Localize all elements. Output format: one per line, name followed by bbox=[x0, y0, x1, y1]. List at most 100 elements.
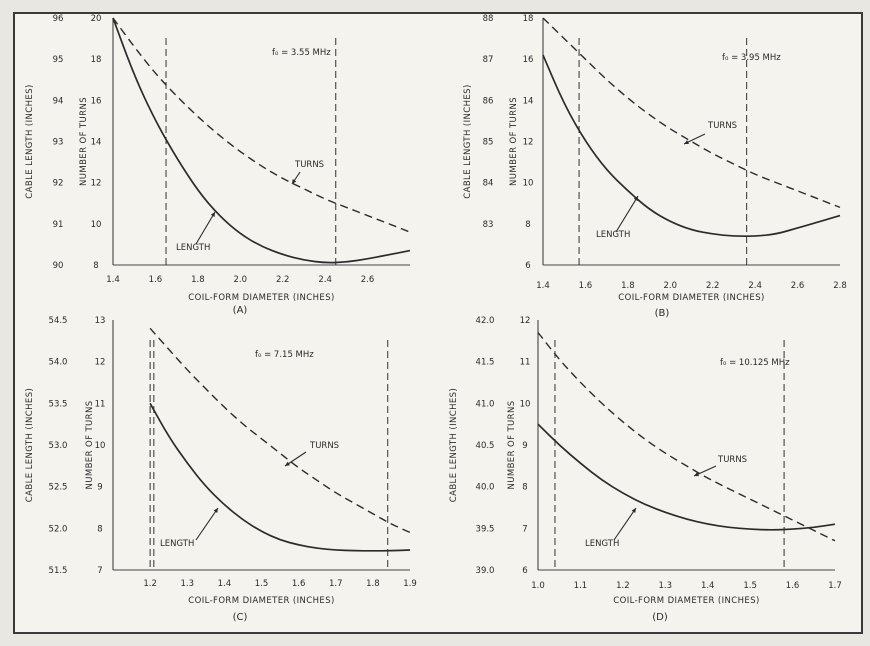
y-left-tick-label: 86 bbox=[483, 96, 494, 106]
x-tick-label: 1.5 bbox=[255, 579, 269, 589]
chart-panel-4: 39.0 39.5 40.0 40.5 41.0 41.5 42.0 6 7 8 9 10 11 12 1.… bbox=[449, 316, 842, 623]
chart-panel-3: 51.5 52.0 52.5 53.0 53.5 54.0 54.5 7 8 9 10 11 12 13 1… bbox=[25, 316, 417, 623]
y-right-tick-label: 11 bbox=[95, 399, 106, 409]
turns-series-line bbox=[112, 17, 411, 233]
y-left-axis-label: CABLE LENGTH (INCHES) bbox=[25, 388, 35, 502]
y-right-tick-label: 10 bbox=[95, 441, 106, 451]
frequency-annotation: f₀ = 3.95 MHz bbox=[722, 53, 781, 63]
y-right-tick-label: 9 bbox=[522, 441, 527, 451]
y-left-tick-label: 40.5 bbox=[476, 441, 495, 451]
y-left-tick-label: 53.5 bbox=[49, 399, 68, 409]
y-right-tick-label: 8 bbox=[525, 220, 530, 230]
y-right-tick-label: 16 bbox=[91, 96, 102, 106]
y-left-tick-label: 85 bbox=[483, 138, 494, 148]
turns-arrowhead bbox=[694, 472, 699, 477]
y-right-tick-label: 13 bbox=[95, 316, 106, 326]
x-tick-label: 1.8 bbox=[621, 281, 635, 291]
length-arrowhead bbox=[633, 196, 638, 201]
y-right-tick-label: 12 bbox=[95, 358, 106, 368]
x-tick-label: 1.7 bbox=[329, 579, 343, 589]
y-right-tick-label: 6 bbox=[525, 261, 530, 271]
y-right-tick-label: 11 bbox=[520, 358, 531, 368]
x-tick-label: 1.4 bbox=[701, 581, 715, 591]
y-left-tick-label: 53.0 bbox=[49, 441, 68, 451]
x-tick-label: 1.9 bbox=[403, 579, 417, 589]
y-left-tick-label: 84 bbox=[483, 179, 494, 189]
x-tick-label: 1.7 bbox=[828, 581, 842, 591]
y-left-axis-label: CABLE LENGTH (INCHES) bbox=[463, 84, 473, 198]
y-left-axis-label: CABLE LENGTH (INCHES) bbox=[25, 84, 35, 198]
y-left-tick-label: 54.5 bbox=[49, 316, 68, 326]
panel-label: (B) bbox=[655, 308, 670, 319]
length-series-line bbox=[537, 423, 836, 531]
x-tick-label: 2.2 bbox=[276, 275, 290, 285]
length-arrowhead bbox=[210, 212, 215, 217]
length-pointer-arrow bbox=[615, 195, 639, 233]
x-tick-label: 2.4 bbox=[748, 281, 762, 291]
x-tick-label: 1.8 bbox=[366, 579, 380, 589]
x-tick-label: 1.3 bbox=[659, 581, 673, 591]
x-tick-label: 1.6 bbox=[786, 581, 800, 591]
x-tick-label: 2.8 bbox=[833, 281, 847, 291]
y-right-tick-label: 10 bbox=[520, 399, 531, 409]
y-left-tick-label: 94 bbox=[53, 96, 64, 106]
y-left-tick-label: 93 bbox=[53, 138, 64, 148]
y-left-tick-label: 41.5 bbox=[476, 358, 495, 368]
y-right-tick-label: 8 bbox=[93, 261, 98, 271]
x-axis-label: COIL-FORM DIAMETER (INCHES) bbox=[613, 596, 759, 606]
y-right-tick-label: 12 bbox=[91, 179, 102, 189]
y-right-tick-label: 6 bbox=[522, 566, 527, 576]
length-series-line bbox=[149, 402, 411, 552]
turns-curve-label: TURNS bbox=[294, 160, 324, 170]
y-right-tick-label: 12 bbox=[523, 138, 534, 148]
length-curve-label: LENGTH bbox=[596, 230, 630, 240]
y-right-tick-label: 7 bbox=[522, 524, 527, 534]
y-right-axis-label: NUMBER OF TURNS bbox=[85, 400, 95, 489]
y-left-tick-label: 52.0 bbox=[49, 524, 68, 534]
turns-curve-label: TURNS bbox=[707, 121, 737, 131]
length-series-line bbox=[112, 17, 411, 264]
y-right-tick-label: 18 bbox=[523, 14, 534, 24]
turns-curve-label: TURNS bbox=[717, 455, 747, 465]
length-series-line bbox=[542, 54, 841, 238]
turns-series-line bbox=[542, 17, 841, 209]
y-right-tick-label: 8 bbox=[522, 483, 527, 493]
frequency-annotation: f₀ = 3.55 MHz bbox=[272, 48, 331, 58]
x-tick-label: 1.6 bbox=[579, 281, 593, 291]
figure-frame bbox=[13, 12, 863, 634]
length-curve-label: LENGTH bbox=[585, 539, 619, 549]
x-tick-label: 1.3 bbox=[180, 579, 194, 589]
turns-series-line bbox=[149, 327, 411, 534]
turns-curve-label: TURNS bbox=[309, 441, 339, 451]
y-left-tick-label: 52.5 bbox=[49, 483, 68, 493]
chart-panel-2: 83 84 85 86 87 88 6 8 10 12 14 16 18 1.4 1.6 1.8 2.0 2.2 2… bbox=[463, 14, 847, 319]
y-left-tick-label: 95 bbox=[53, 55, 64, 65]
y-left-tick-label: 41.0 bbox=[476, 399, 495, 409]
panel-label: (C) bbox=[233, 612, 248, 623]
y-left-tick-label: 91 bbox=[53, 220, 64, 230]
y-right-tick-label: 20 bbox=[91, 14, 102, 24]
x-tick-label: 1.4 bbox=[536, 281, 550, 291]
turns-series-line bbox=[537, 332, 836, 542]
y-right-tick-label: 7 bbox=[97, 566, 102, 576]
y-left-tick-label: 40.0 bbox=[476, 483, 495, 493]
y-right-tick-label: 14 bbox=[523, 96, 534, 106]
y-left-tick-label: 96 bbox=[53, 14, 64, 24]
y-right-tick-label: 16 bbox=[523, 55, 534, 65]
x-axis-label: COIL-FORM DIAMETER (INCHES) bbox=[188, 293, 334, 303]
length-curve-label: LENGTH bbox=[176, 243, 210, 253]
y-right-tick-label: 8 bbox=[97, 524, 102, 534]
chart-panel-1: 90 91 92 93 94 95 96 8 10 12 14 16 18 20 1.4 1.6 1.8 2.0 2… bbox=[25, 14, 411, 316]
x-tick-label: 2.0 bbox=[234, 275, 248, 285]
y-left-tick-label: 42.0 bbox=[476, 316, 495, 326]
turns-arrowhead bbox=[292, 179, 297, 184]
x-tick-label: 2.0 bbox=[664, 281, 678, 291]
y-left-tick-label: 83 bbox=[483, 220, 494, 230]
length-pointer-arrow bbox=[195, 211, 216, 245]
x-axis-label: COIL-FORM DIAMETER (INCHES) bbox=[618, 293, 764, 303]
y-left-tick-label: 92 bbox=[53, 179, 64, 189]
frequency-annotation: f₀ = 7.15 MHz bbox=[255, 350, 314, 360]
x-tick-label: 2.6 bbox=[791, 281, 805, 291]
y-right-tick-label: 9 bbox=[97, 483, 102, 493]
